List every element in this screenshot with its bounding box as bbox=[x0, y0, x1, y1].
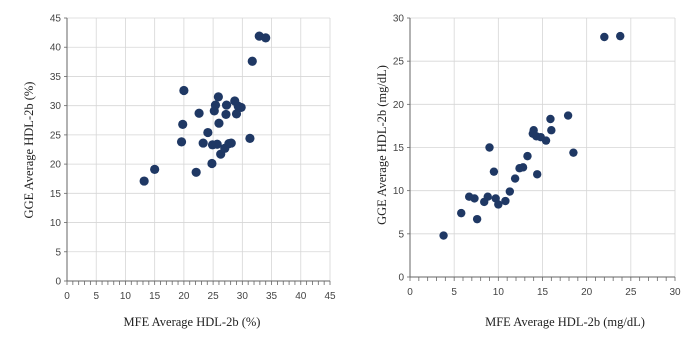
data-point bbox=[547, 126, 556, 135]
data-point bbox=[150, 164, 160, 174]
x-tick-label: 40 bbox=[295, 291, 307, 302]
data-point bbox=[245, 133, 255, 143]
data-point bbox=[483, 192, 492, 201]
y-tick-label: 25 bbox=[393, 57, 405, 68]
data-point bbox=[541, 136, 551, 145]
y-tick-label: 30 bbox=[393, 14, 405, 25]
data-point bbox=[179, 85, 189, 96]
y-axis-title: GGE Average HDL-2b (mg/dL) bbox=[375, 65, 389, 225]
data-point bbox=[518, 163, 528, 172]
data-point bbox=[261, 33, 271, 43]
y-tick-label: 5 bbox=[55, 247, 61, 258]
x-tick-label: 30 bbox=[669, 287, 681, 298]
data-point bbox=[236, 102, 246, 113]
y-tick-label: 0 bbox=[398, 273, 404, 284]
data-point bbox=[472, 214, 482, 224]
data-point bbox=[226, 138, 236, 148]
y-tick-label: 10 bbox=[50, 218, 62, 229]
data-point bbox=[600, 32, 609, 42]
x-tick-label: 0 bbox=[64, 291, 70, 302]
data-point bbox=[563, 111, 573, 120]
data-point bbox=[191, 167, 201, 177]
x-tick-label: 20 bbox=[581, 287, 593, 298]
data-point bbox=[194, 108, 204, 118]
data-point bbox=[212, 139, 222, 149]
x-tick-label: 0 bbox=[407, 287, 413, 298]
data-point bbox=[210, 100, 221, 110]
data-point bbox=[178, 119, 188, 129]
y-tick-label: 5 bbox=[398, 229, 404, 240]
x-tick-label: 15 bbox=[149, 291, 161, 302]
data-point bbox=[510, 174, 520, 183]
x-tick-label: 10 bbox=[493, 287, 505, 298]
data-point bbox=[457, 208, 466, 218]
data-point bbox=[569, 148, 578, 157]
x-tick-label: 30 bbox=[237, 291, 249, 302]
data-point bbox=[214, 118, 224, 128]
plot-area: 0 5 10 15 20 25 30 35 40 45 0 5 10 15 20 25 30 35 40 45 bbox=[50, 14, 336, 303]
y-tick-label: 20 bbox=[393, 100, 405, 111]
scatter-plot-mgdl: 0 5 10 15 20 25 30 0 5 10 15 20 25 30 MFE Average HDL… bbox=[375, 14, 681, 330]
data-point bbox=[198, 138, 208, 148]
x-axis-title: MFE Average HDL-2b (%) bbox=[124, 315, 261, 329]
data-point bbox=[523, 151, 532, 161]
data-point bbox=[203, 127, 213, 138]
y-tick-label: 40 bbox=[50, 43, 62, 54]
data-point bbox=[247, 56, 257, 66]
data-point bbox=[207, 158, 217, 169]
chart-right: 0 5 10 15 20 25 30 0 5 10 15 20 25 30 MFE Average HDL… bbox=[345, 0, 690, 333]
y-tick-label: 35 bbox=[50, 72, 62, 83]
data-point bbox=[505, 187, 515, 196]
data-point bbox=[485, 143, 494, 152]
x-tick-label: 5 bbox=[451, 287, 457, 298]
x-tick-label: 45 bbox=[324, 291, 336, 302]
y-tick-label: 15 bbox=[50, 189, 62, 200]
data-point bbox=[501, 196, 510, 206]
x-tick-label: 25 bbox=[208, 291, 220, 302]
data-point bbox=[213, 92, 223, 102]
y-tick-label: 10 bbox=[393, 186, 405, 197]
y-axis-title: GGE Average HDL-2b (%) bbox=[22, 82, 36, 219]
data-point bbox=[546, 114, 555, 124]
x-tick-label: 15 bbox=[537, 287, 549, 298]
data-point bbox=[139, 176, 149, 186]
x-axis-title: MFE Average HDL-2b (mg/dL) bbox=[485, 315, 645, 329]
x-tick-label: 35 bbox=[266, 291, 278, 302]
data-point bbox=[533, 170, 542, 179]
y-tick-label: 20 bbox=[50, 160, 62, 171]
data-point bbox=[221, 109, 231, 120]
data-point bbox=[231, 109, 242, 119]
x-tick-label: 5 bbox=[93, 291, 99, 302]
scatter-plot-percent: 0 5 10 15 20 25 30 35 40 45 0 5 10 15 20 25 30 35 40 45 MFE… bbox=[22, 14, 336, 330]
x-tick-label: 10 bbox=[120, 291, 132, 302]
y-tick-label: 25 bbox=[50, 130, 62, 141]
y-tick-label: 45 bbox=[50, 14, 62, 25]
chart-left: 0 5 10 15 20 25 30 35 40 45 0 5 10 15 20 25 30 35 40 45 MFE… bbox=[0, 0, 345, 333]
data-point bbox=[470, 194, 479, 203]
data-point bbox=[494, 200, 503, 209]
data-point bbox=[439, 231, 448, 240]
data-point bbox=[221, 100, 232, 110]
x-tick-label: 25 bbox=[625, 287, 637, 298]
y-tick-label: 15 bbox=[393, 143, 405, 154]
y-tick-label: 0 bbox=[55, 277, 61, 288]
y-tick-label: 30 bbox=[50, 101, 62, 112]
plot-area: 0 5 10 15 20 25 30 0 5 10 15 20 25 30 bbox=[393, 14, 681, 299]
data-point bbox=[176, 137, 187, 147]
data-point bbox=[489, 167, 499, 176]
x-tick-label: 20 bbox=[178, 291, 190, 302]
data-point bbox=[616, 31, 625, 41]
